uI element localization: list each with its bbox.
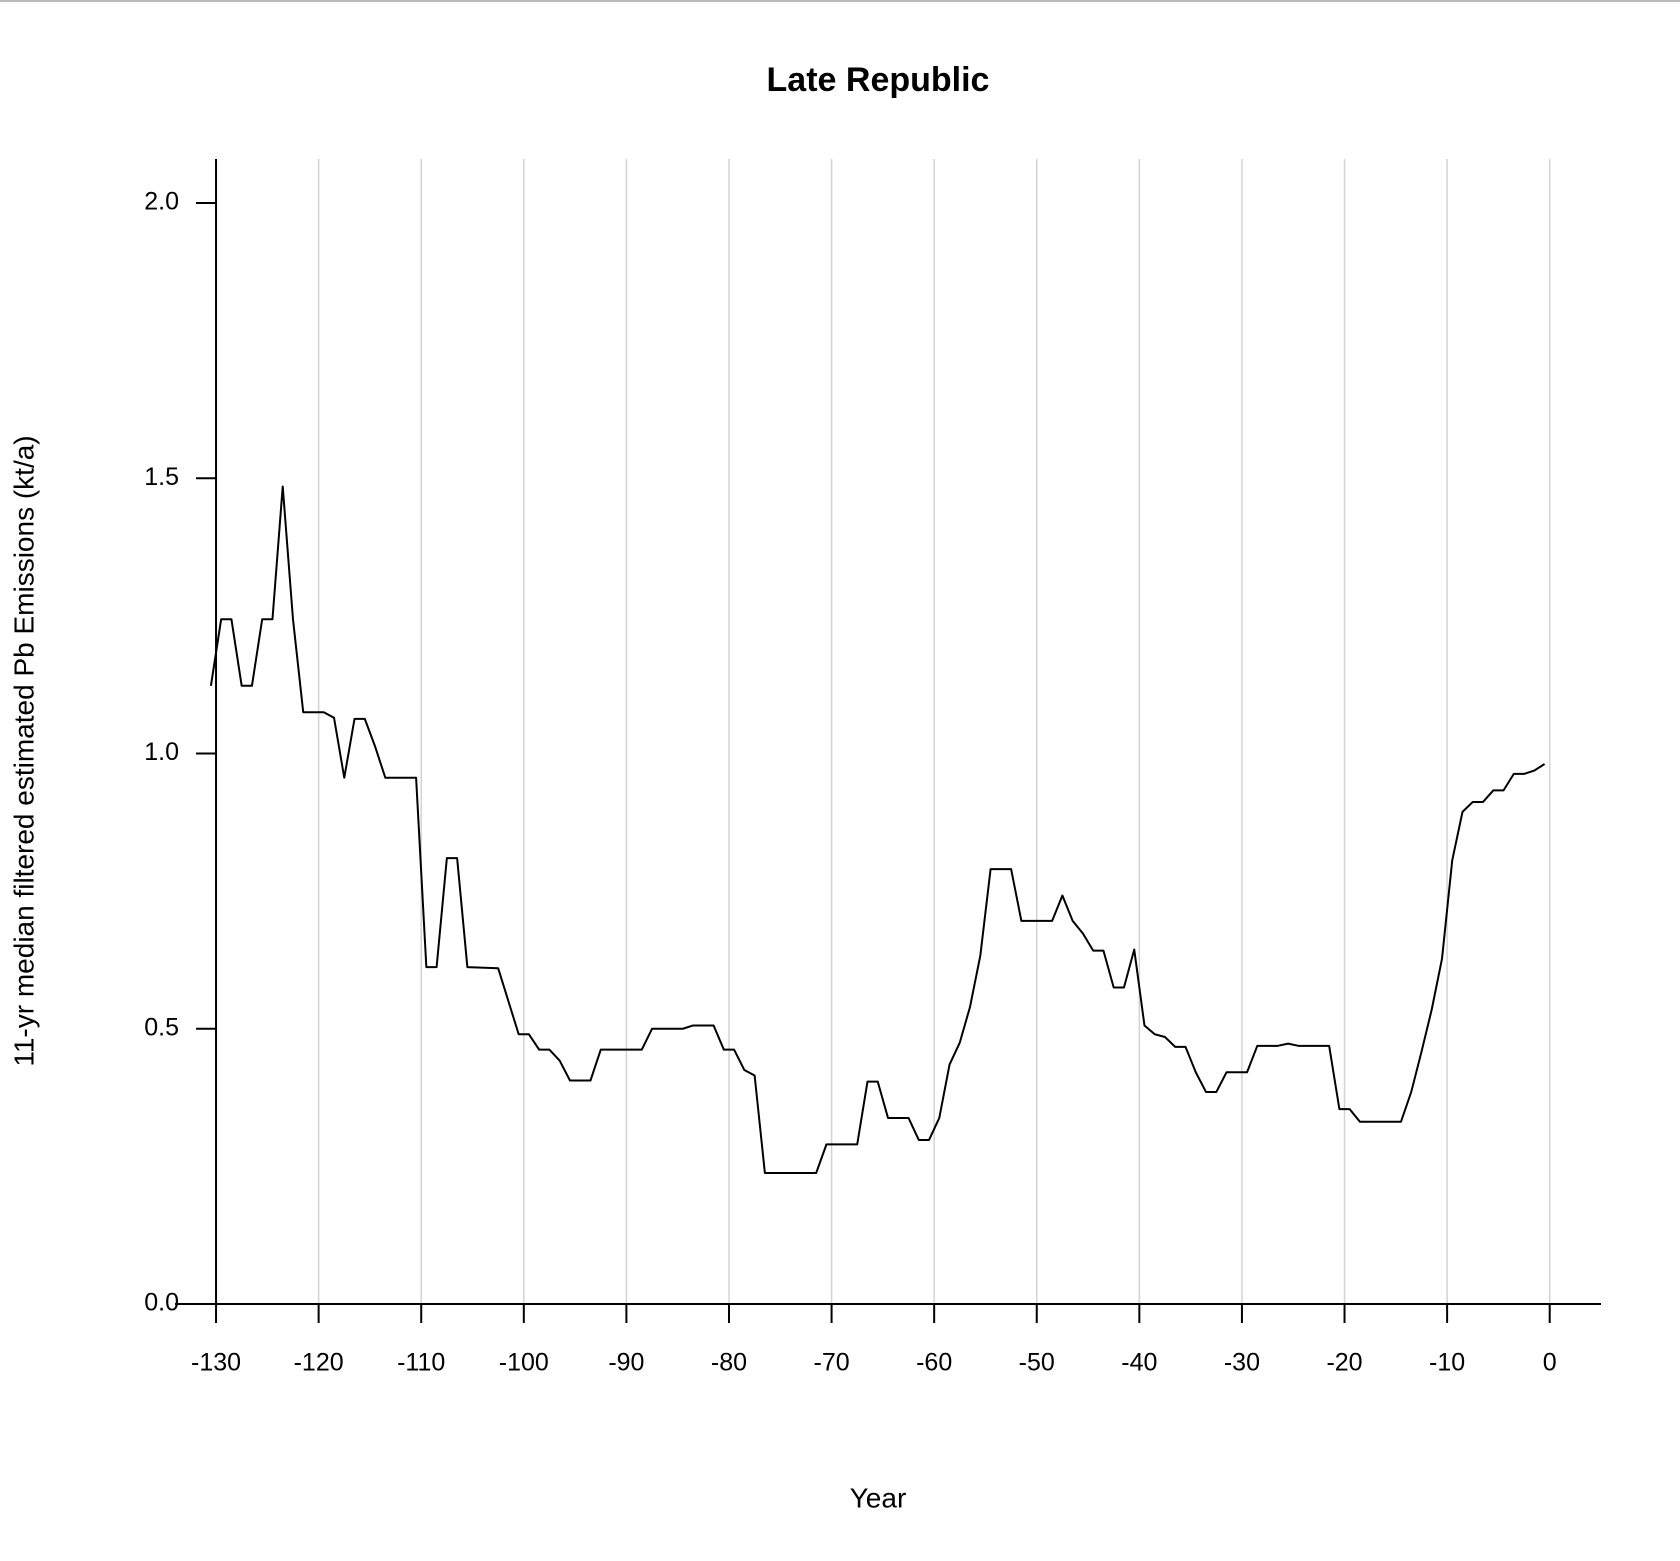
y-tick-label: 0.5: [144, 1013, 179, 1041]
x-tick-label: -120: [294, 1349, 344, 1377]
x-tick-label: -50: [1019, 1349, 1055, 1377]
y-tick-label: 0.0: [144, 1289, 179, 1317]
y-axis-label: 11-yr median filtered estimated Pb Emiss…: [8, 435, 39, 1066]
x-tick-label: -110: [397, 1349, 445, 1377]
x-tick-label: -100: [499, 1349, 549, 1377]
x-tick-label: -130: [191, 1349, 241, 1377]
x-tick-label: -80: [711, 1349, 747, 1377]
x-tick-label: -40: [1121, 1349, 1157, 1377]
x-tick-label: -70: [814, 1349, 850, 1377]
y-tick-label: 1.5: [144, 463, 179, 491]
chart-title: Late Republic: [767, 61, 990, 99]
y-tick-label: 2.0: [144, 188, 179, 216]
x-tick-label: -90: [608, 1349, 644, 1377]
x-tick-label: 0: [1543, 1349, 1557, 1377]
y-tick-label: 1.0: [144, 738, 179, 766]
x-tick-label: -10: [1429, 1349, 1465, 1377]
x-tick-label: -20: [1326, 1349, 1362, 1377]
x-axis-label: Year: [850, 1482, 907, 1513]
data-line: [209, 485, 1546, 1174]
x-tick-label: -30: [1224, 1349, 1260, 1377]
x-tick-label: -60: [916, 1349, 952, 1377]
